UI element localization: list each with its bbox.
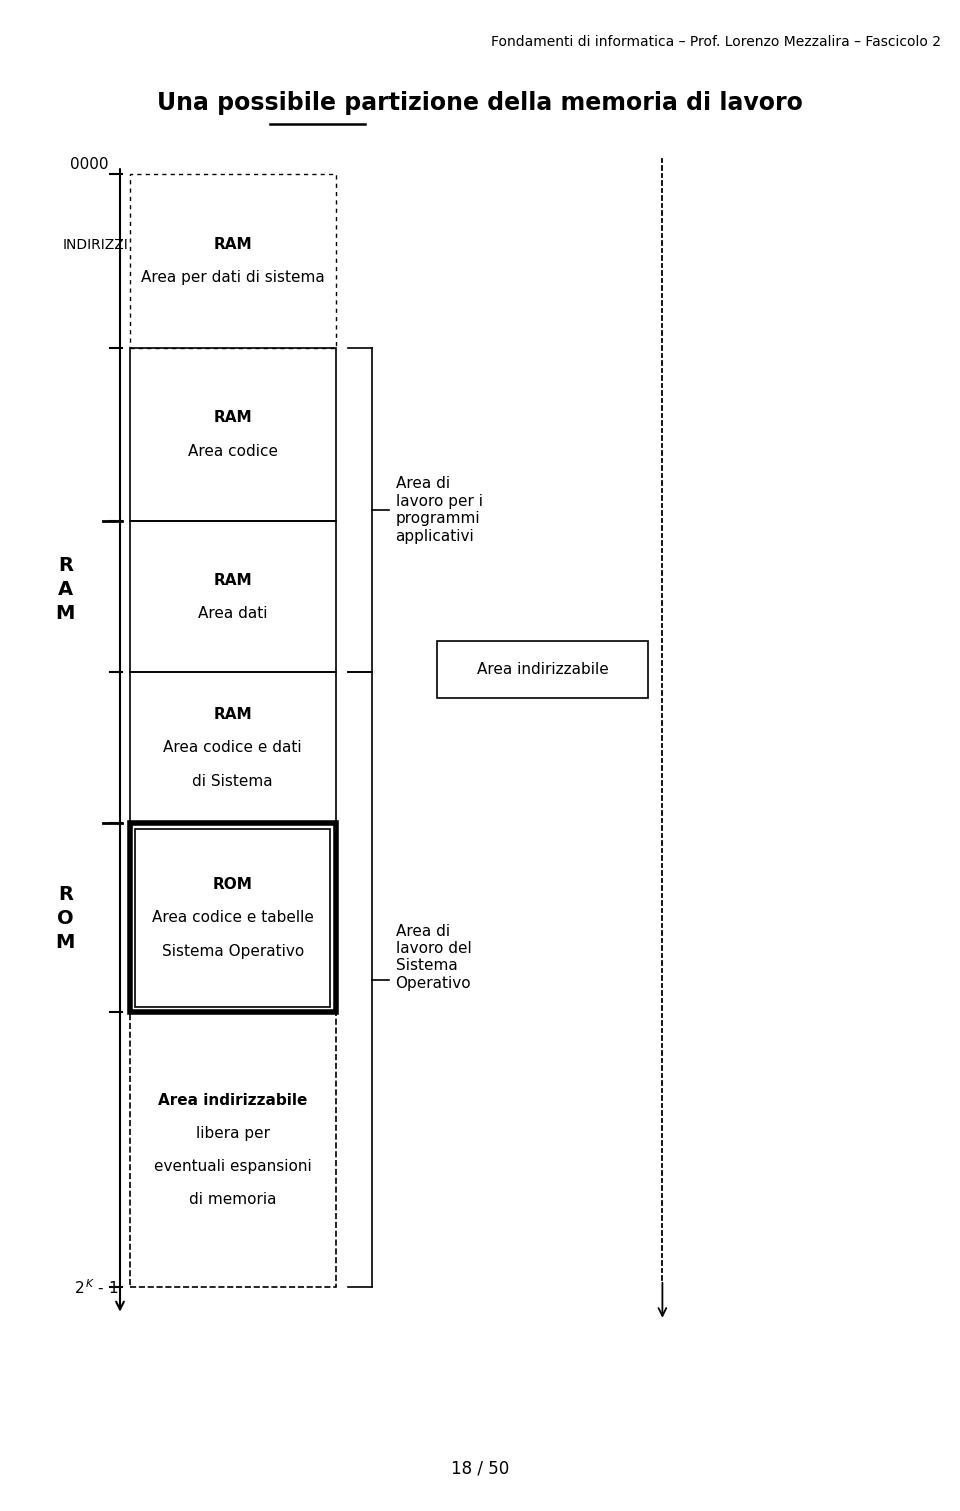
- Bar: [130, 672, 336, 823]
- Text: RAM: RAM: [213, 573, 252, 588]
- Bar: [130, 823, 336, 1012]
- Text: Area dati: Area dati: [198, 606, 268, 621]
- Text: 18 / 50: 18 / 50: [451, 1460, 509, 1478]
- Text: RAM: RAM: [213, 411, 252, 425]
- Text: Area per dati di sistema: Area per dati di sistema: [141, 270, 324, 284]
- Text: M: M: [56, 604, 75, 623]
- Bar: [130, 348, 336, 521]
- Text: M: M: [56, 934, 75, 952]
- Text: di memoria: di memoria: [189, 1192, 276, 1207]
- Text: R: R: [58, 556, 73, 574]
- Text: A: A: [58, 580, 73, 598]
- Bar: [130, 1012, 336, 1287]
- Text: ROM: ROM: [213, 878, 252, 891]
- Text: $2^{\,K}$ - 1: $2^{\,K}$ - 1: [74, 1278, 118, 1296]
- Text: Area codice e tabelle: Area codice e tabelle: [152, 911, 314, 925]
- Text: INDIRIZZI: INDIRIZZI: [63, 237, 129, 252]
- Text: RAM: RAM: [213, 707, 252, 722]
- Text: eventuali espansioni: eventuali espansioni: [154, 1159, 312, 1174]
- Bar: [135, 830, 330, 1006]
- Text: libera per: libera per: [196, 1126, 270, 1141]
- Text: Sistema Operativo: Sistema Operativo: [161, 944, 304, 958]
- Text: O: O: [57, 910, 74, 928]
- Text: Area di
lavoro per i
programmi
applicativi: Area di lavoro per i programmi applicati…: [396, 476, 483, 544]
- Bar: [130, 174, 336, 348]
- Text: Area di
lavoro del
Sistema
Operativo: Area di lavoro del Sistema Operativo: [396, 923, 471, 991]
- Text: Area codice e dati: Area codice e dati: [163, 740, 302, 756]
- Text: RAM: RAM: [213, 237, 252, 251]
- Text: Una possibile partizione della memoria di lavoro: Una possibile partizione della memoria d…: [157, 91, 803, 115]
- Text: di Sistema: di Sistema: [193, 774, 273, 789]
- Text: R: R: [58, 885, 73, 904]
- Text: 0000: 0000: [70, 157, 108, 172]
- Text: Area codice: Area codice: [188, 444, 277, 458]
- Bar: [130, 521, 336, 672]
- Text: Area indirizzabile: Area indirizzabile: [158, 1092, 307, 1108]
- Text: Fondamenti di informatica – Prof. Lorenzo Mezzalira – Fascicolo 2: Fondamenti di informatica – Prof. Lorenz…: [491, 35, 941, 48]
- Text: Area indirizzabile: Area indirizzabile: [476, 662, 609, 677]
- Bar: [437, 641, 648, 698]
